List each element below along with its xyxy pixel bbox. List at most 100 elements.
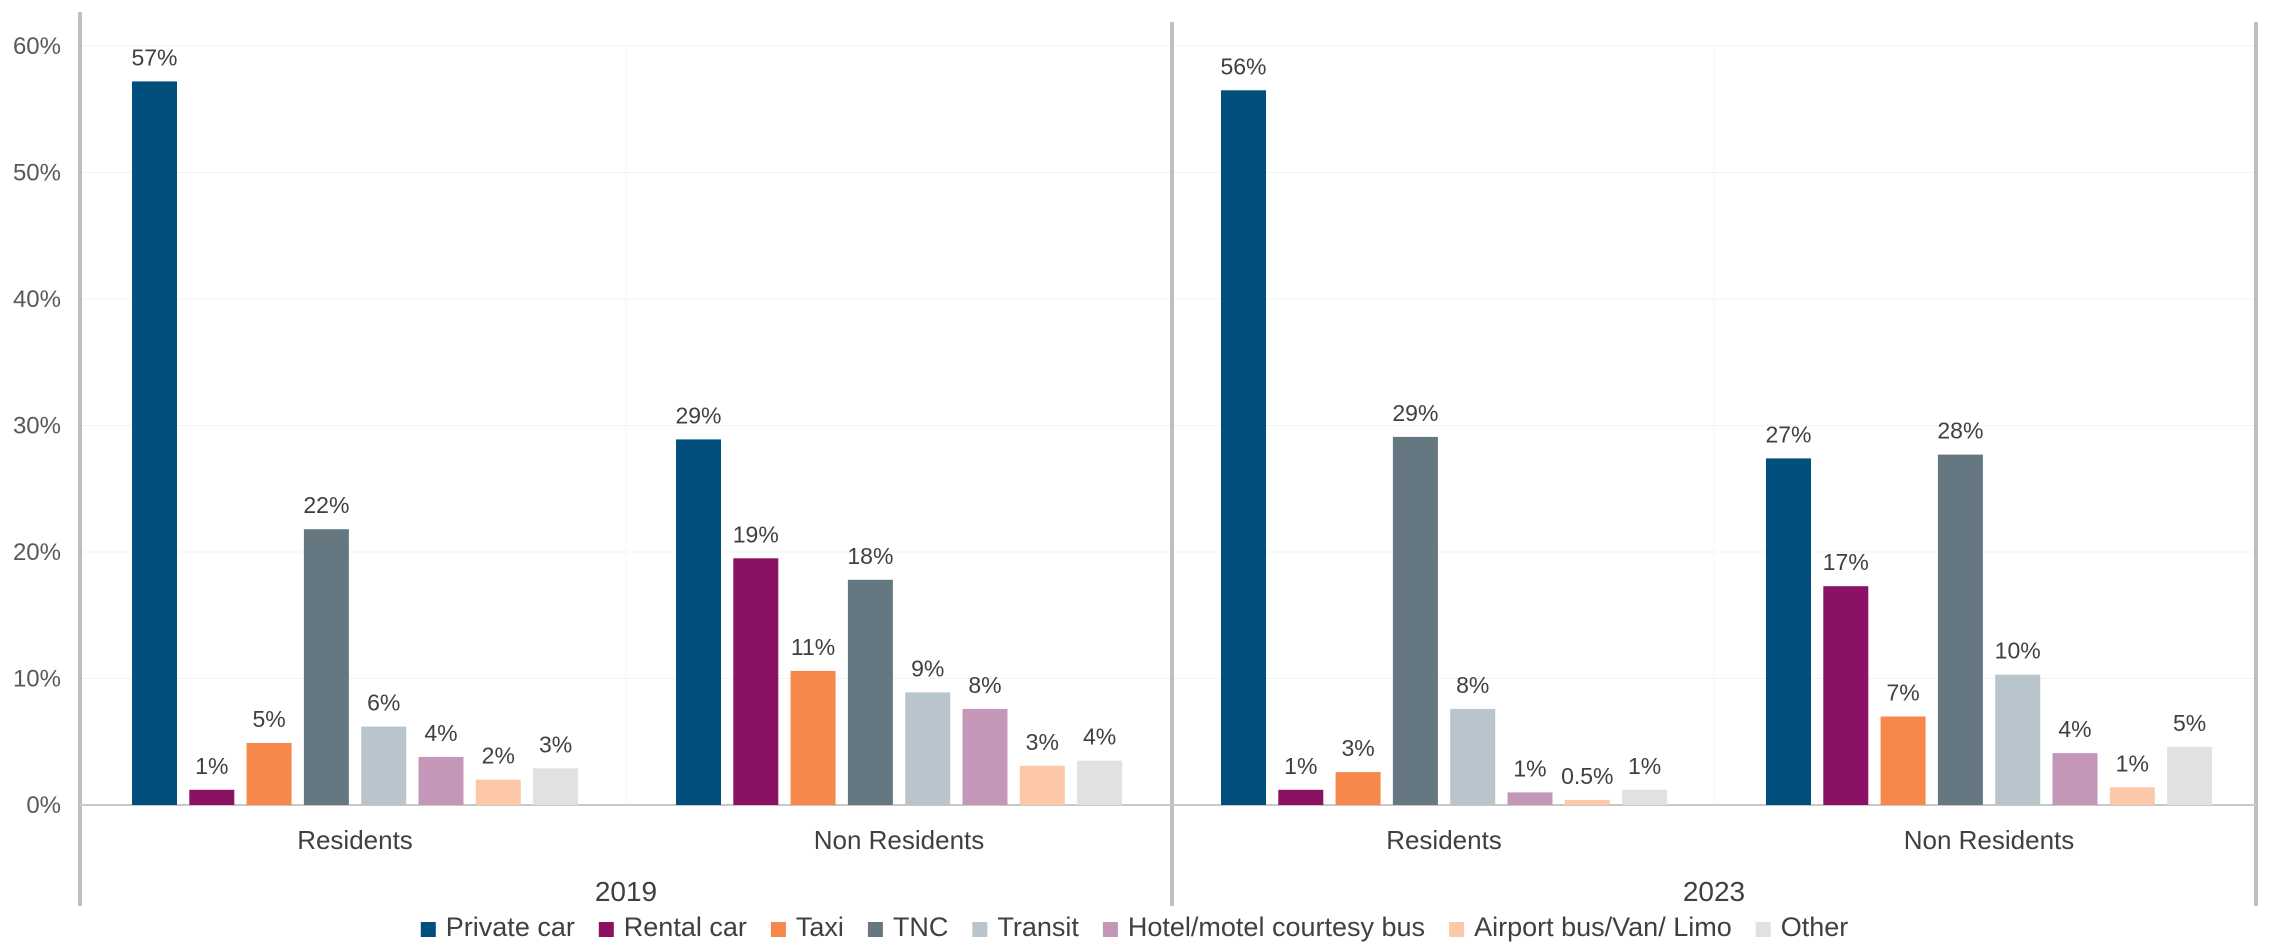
year-label: 2019: [595, 876, 657, 907]
data-label: 1%: [1628, 753, 1661, 779]
bar-other: [2167, 746, 2213, 805]
bar-taxi: [1880, 716, 1926, 805]
data-label: 19%: [733, 521, 779, 547]
data-label: 8%: [1456, 672, 1489, 698]
y-axis: 0% 10% 20% 30% 40% 50% 60%: [13, 12, 2258, 906]
data-label: 29%: [1392, 400, 1438, 426]
bar-taxi: [1335, 772, 1381, 805]
category-label: Non Residents: [814, 825, 985, 855]
data-label: 4%: [1083, 724, 1116, 750]
bar-rental-car: [189, 789, 235, 805]
data-label: 18%: [847, 543, 893, 569]
legend-entry: Hotel/motel courtesy bus: [1128, 912, 1425, 942]
y-tick-label: 20%: [13, 539, 61, 566]
legend-swatch: [1449, 922, 1465, 937]
bar-hotel-motel-courtesy-bus: [1507, 792, 1553, 805]
bar-other: [1622, 789, 1668, 805]
bar-transit: [1995, 674, 2041, 805]
data-label: 57%: [131, 44, 177, 70]
legend-swatch: [598, 922, 614, 937]
y-tick-label: 10%: [13, 666, 61, 693]
data-label: 56%: [1220, 53, 1266, 79]
y-tick-label: 40%: [13, 286, 61, 313]
bar-private-car: [1766, 458, 1811, 805]
bar-rental-car: [1823, 586, 1869, 805]
data-label: 3%: [1026, 729, 1059, 755]
bar-tnc: [1392, 436, 1438, 805]
legend-swatch: [1102, 922, 1118, 937]
data-label: 7%: [1886, 680, 1919, 706]
bar-private-car: [132, 81, 177, 805]
bar-other: [1077, 760, 1123, 805]
data-label: 17%: [1823, 549, 1869, 575]
legend-entry: Taxi: [796, 912, 844, 942]
legend-entry: Other: [1781, 912, 1849, 942]
data-label: 4%: [424, 720, 457, 746]
bar-tnc: [847, 579, 893, 805]
data-label: 27%: [1765, 421, 1811, 447]
data-label: 1%: [195, 753, 228, 779]
y-tick-label: 60%: [13, 33, 61, 60]
category-label: Residents: [1386, 825, 1502, 855]
legend-entry: TNC: [893, 912, 949, 942]
bar-other: [533, 768, 579, 805]
bar-hotel-motel-courtesy-bus: [418, 756, 464, 805]
bar-transit: [905, 692, 951, 805]
bar-private-car: [676, 439, 721, 805]
data-label: 5%: [252, 706, 285, 732]
data-label: 1%: [2116, 750, 2149, 776]
data-label: 29%: [675, 402, 721, 428]
bar-hotel-motel-courtesy-bus: [2052, 753, 2098, 805]
category-axis: Residents Non Residents 2019 Residents Non R…: [297, 825, 2074, 907]
legend-entry: Transit: [997, 912, 1079, 942]
bar-transit: [361, 726, 407, 805]
data-label: 8%: [968, 672, 1001, 698]
data-label: 22%: [303, 492, 349, 518]
data-label: 2%: [482, 743, 515, 769]
y-tick-label: 30%: [13, 413, 61, 440]
bar-transit: [1450, 708, 1496, 805]
data-label: 0.5%: [1561, 763, 1613, 789]
data-label: 1%: [1284, 753, 1317, 779]
bar-taxi: [790, 670, 836, 805]
data-label: 9%: [911, 655, 944, 681]
data-label: 6%: [367, 690, 400, 716]
data-label: 5%: [2173, 710, 2206, 736]
legend-swatch: [1755, 922, 1771, 937]
data-label: 11%: [791, 634, 835, 660]
category-label: Non Residents: [1904, 825, 2075, 855]
y-tick-label: 0%: [26, 792, 61, 819]
legend: Private car Rental car Taxi TNC Transit Hotel…: [420, 912, 1849, 942]
legend-swatch: [770, 922, 786, 937]
category-label: Residents: [297, 825, 413, 855]
data-label: 28%: [1937, 418, 1983, 444]
bar-private-car: [1221, 90, 1266, 806]
legend-entry: Airport bus/Van/ Limo: [1474, 912, 1732, 942]
data-label: 3%: [1341, 735, 1374, 761]
bar-airport-bus-van-limo: [1564, 799, 1610, 805]
legend-swatch: [972, 922, 988, 937]
bar-rental-car: [733, 558, 779, 805]
y-tick-label: 50%: [13, 160, 61, 187]
data-label: 1%: [1513, 755, 1546, 781]
bars: [132, 81, 2213, 806]
legend-swatch: [420, 922, 436, 937]
data-label: 10%: [1995, 638, 2041, 664]
data-labels: 57% 1% 5% 22% 6% 4% 2% 3% 29% 19% 11% 18% 9% 8% 3% 4% 56…: [131, 44, 2206, 789]
data-label: 3%: [539, 731, 572, 757]
bar-airport-bus-van-limo: [475, 779, 521, 805]
legend-entry: Private car: [446, 912, 575, 942]
legend-entry: Rental car: [624, 912, 747, 942]
bar-airport-bus-van-limo: [1019, 765, 1065, 805]
bar-airport-bus-van-limo: [2109, 787, 2155, 805]
grid: [80, 45, 2256, 805]
data-label: 4%: [2058, 716, 2091, 742]
legend-swatch: [867, 922, 883, 937]
year-label: 2023: [1683, 876, 1745, 907]
bar-tnc: [303, 529, 349, 805]
bar-hotel-motel-courtesy-bus: [962, 708, 1008, 805]
bar-tnc: [1937, 454, 1983, 805]
bar-taxi: [246, 743, 292, 805]
bar-rental-car: [1278, 789, 1324, 805]
